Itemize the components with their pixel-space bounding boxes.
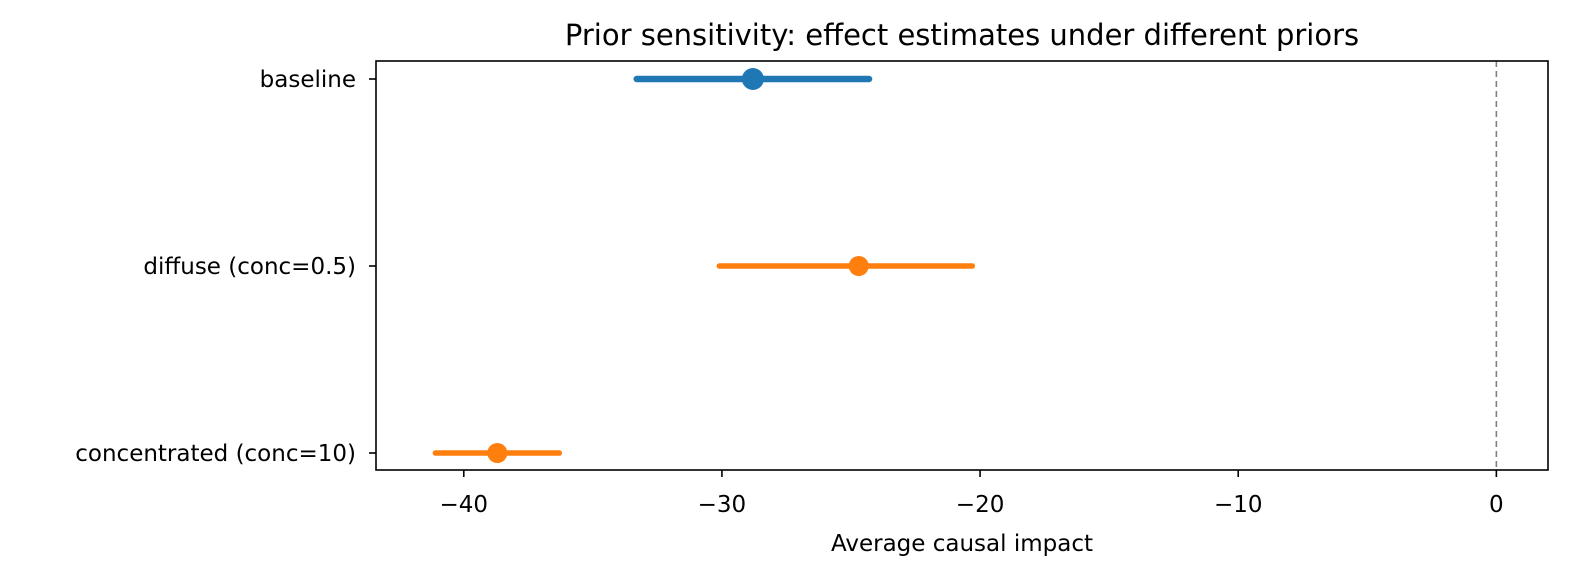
estimate-point [487, 443, 508, 463]
chart-title: Prior sensitivity: effect estimates unde… [565, 18, 1359, 52]
estimate-point [741, 68, 764, 90]
x-tick-label: −40 [439, 492, 488, 518]
x-tick-label: −20 [956, 492, 1005, 518]
x-tick-label: 0 [1489, 492, 1504, 518]
x-axis-label: Average causal impact [831, 531, 1093, 557]
y-tick-label: diffuse (conc=0.5) [143, 254, 356, 280]
x-tick-label: −10 [1214, 492, 1263, 518]
plot-area: −40 −30 −20 −10 0 baseline diffuse (conc=0.5) c… [75, 60, 1549, 518]
x-tick-label: −30 [698, 492, 747, 518]
y-tick-label: baseline [260, 67, 356, 93]
estimate-point [848, 256, 869, 276]
y-tick-label: concentrated (conc=10) [75, 441, 356, 467]
